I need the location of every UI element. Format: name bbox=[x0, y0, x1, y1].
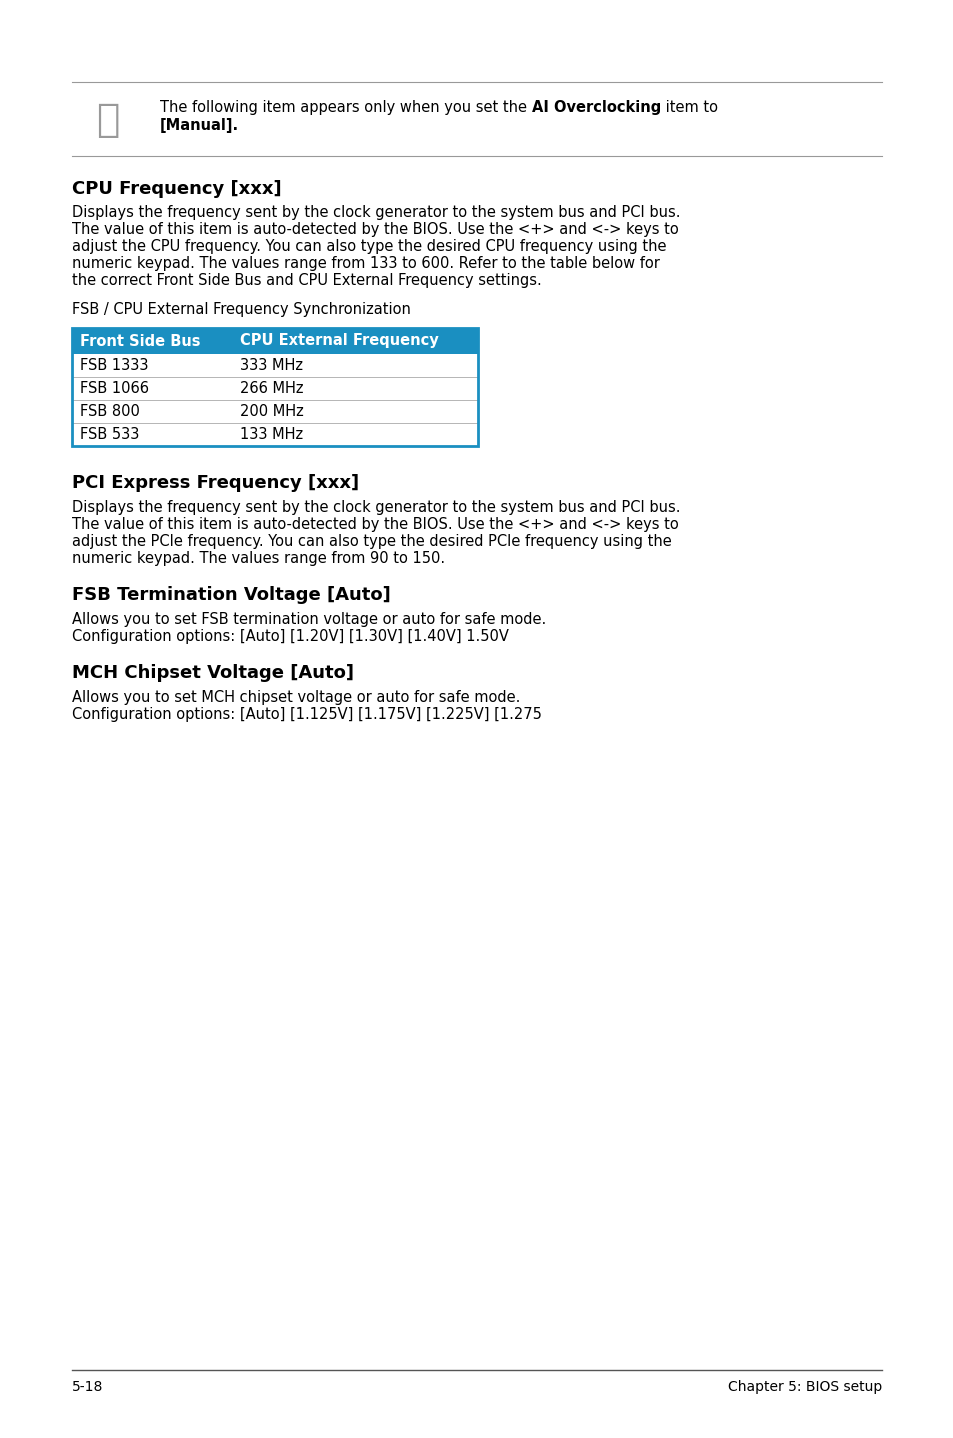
Text: 333 MHz: 333 MHz bbox=[240, 358, 303, 372]
Bar bbox=[71, 377, 477, 400]
Text: Chapter 5: BIOS setup: Chapter 5: BIOS setup bbox=[727, 1380, 882, 1393]
Text: 133 MHz: 133 MHz bbox=[240, 427, 303, 441]
Text: numeric keypad. The values range from 133 to 600. Refer to the table below for: numeric keypad. The values range from 13… bbox=[71, 256, 659, 270]
Text: MCH Chipset Voltage [Auto]: MCH Chipset Voltage [Auto] bbox=[71, 664, 354, 682]
Text: the correct Front Side Bus and CPU External Frequency settings.: the correct Front Side Bus and CPU Exter… bbox=[71, 273, 541, 288]
Bar bbox=[71, 328, 477, 446]
Text: 5-18: 5-18 bbox=[71, 1380, 103, 1393]
Text: numeric keypad. The values range from 90 to 150.: numeric keypad. The values range from 90… bbox=[71, 551, 445, 567]
Text: [Manual].: [Manual]. bbox=[160, 118, 239, 132]
Text: CPU Frequency [xxx]: CPU Frequency [xxx] bbox=[71, 180, 281, 198]
Text: Allows you to set FSB termination voltage or auto for safe mode.: Allows you to set FSB termination voltag… bbox=[71, 613, 546, 627]
Text: Configuration options: [Auto] [1.20V] [1.30V] [1.40V] 1.50V: Configuration options: [Auto] [1.20V] [1… bbox=[71, 628, 508, 644]
Text: CPU External Frequency: CPU External Frequency bbox=[240, 334, 438, 348]
Text: 🖊: 🖊 bbox=[96, 101, 119, 139]
Text: 266 MHz: 266 MHz bbox=[240, 381, 303, 395]
Text: adjust the PCIe frequency. You can also type the desired PCIe frequency using th: adjust the PCIe frequency. You can also … bbox=[71, 533, 671, 549]
Text: Configuration options: [Auto] [1.125V] [1.175V] [1.225V] [1.275: Configuration options: [Auto] [1.125V] [… bbox=[71, 707, 541, 722]
Text: FSB 1066: FSB 1066 bbox=[80, 381, 149, 395]
Text: FSB 533: FSB 533 bbox=[80, 427, 139, 441]
Text: FSB Termination Voltage [Auto]: FSB Termination Voltage [Auto] bbox=[71, 587, 391, 604]
Text: FSB / CPU External Frequency Synchronization: FSB / CPU External Frequency Synchroniza… bbox=[71, 302, 411, 316]
Text: Displays the frequency sent by the clock generator to the system bus and PCI bus: Displays the frequency sent by the clock… bbox=[71, 206, 679, 220]
Text: Allows you to set MCH chipset voltage or auto for safe mode.: Allows you to set MCH chipset voltage or… bbox=[71, 690, 519, 705]
Bar bbox=[71, 354, 477, 377]
Text: FSB 1333: FSB 1333 bbox=[80, 358, 149, 372]
Text: PCI Express Frequency [xxx]: PCI Express Frequency [xxx] bbox=[71, 475, 358, 492]
Text: The value of this item is auto-detected by the BIOS. Use the <+> and <-> keys to: The value of this item is auto-detected … bbox=[71, 518, 678, 532]
Text: item to: item to bbox=[660, 101, 717, 115]
Text: The value of this item is auto-detected by the BIOS. Use the <+> and <-> keys to: The value of this item is auto-detected … bbox=[71, 221, 678, 237]
Text: 200 MHz: 200 MHz bbox=[240, 404, 303, 418]
Text: adjust the CPU frequency. You can also type the desired CPU frequency using the: adjust the CPU frequency. You can also t… bbox=[71, 239, 666, 255]
Text: FSB 800: FSB 800 bbox=[80, 404, 140, 418]
Text: AI Overclocking: AI Overclocking bbox=[531, 101, 660, 115]
Text: Displays the frequency sent by the clock generator to the system bus and PCI bus: Displays the frequency sent by the clock… bbox=[71, 500, 679, 515]
Bar bbox=[71, 400, 477, 423]
Text: Front Side Bus: Front Side Bus bbox=[80, 334, 200, 348]
Bar bbox=[71, 328, 477, 354]
Bar bbox=[71, 423, 477, 446]
Text: The following item appears only when you set the: The following item appears only when you… bbox=[160, 101, 531, 115]
